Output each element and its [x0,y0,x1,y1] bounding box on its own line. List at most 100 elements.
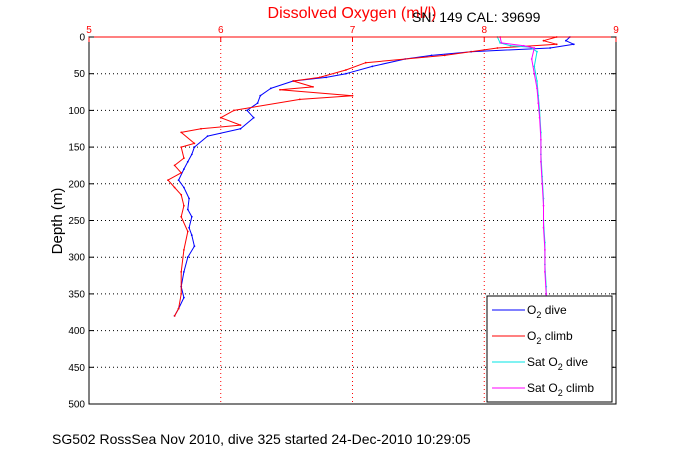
sat-o2-climb-line [499,36,547,302]
data-point [180,146,183,149]
data-point [252,116,255,119]
legend: O2 dive O2 climb Sat O2 dive Sat O2 climb [486,295,613,403]
data-point [183,168,185,171]
data-point [430,54,433,57]
x-tick-label: 8 [481,25,487,36]
data-point [549,47,551,49]
series-layer [167,36,575,317]
y-tick-label: 500 [68,400,85,411]
y-tick-label: 250 [68,216,85,227]
data-point [167,179,169,182]
y-tick-label: 300 [68,253,85,264]
data-point [364,61,367,64]
data-point [206,135,209,138]
data-point [180,131,183,134]
data-point [522,44,525,47]
legend-entry-o2-dive: O2 dive [492,303,567,320]
data-point [509,44,512,47]
data-point [371,65,374,68]
legend-label: O2 dive [527,303,567,320]
data-point [318,76,321,79]
data-point [183,249,185,251]
data-point [239,124,242,126]
x-axis-ticks: 5 6 7 8 9 [86,25,619,42]
data-point [173,315,176,317]
data-point [544,249,546,251]
data-point [193,142,196,145]
data-point [233,109,235,112]
data-point [186,230,189,233]
data-point [173,164,176,167]
y-tick-label: 200 [68,179,85,190]
y-tick-label: 450 [68,363,85,374]
data-point [533,65,536,68]
data-point [183,186,185,189]
data-point [298,98,301,101]
y-tick-label: 400 [68,326,85,337]
data-point [269,87,272,90]
data-point [180,271,183,273]
serial-cal-annotation: SN: 149 CAL: 39699 [412,9,541,25]
data-point [186,160,189,163]
data-point [200,127,202,130]
data-point [259,94,262,97]
sat-o2-dive-line [496,36,547,302]
data-point [180,171,183,174]
data-point [533,72,536,75]
data-point [500,42,503,44]
y-axis-ticks: 0 50 100 150 200 250 300 350 400 450 500 [68,33,616,411]
data-point [565,39,567,42]
data-point [177,179,180,182]
x-tick-label: 9 [613,25,619,36]
data-point [193,146,196,149]
data-point [345,72,347,75]
data-point [183,204,185,207]
data-point [555,43,558,46]
y-tick-label: 0 [79,33,85,44]
data-point [180,215,183,218]
data-point [246,109,249,112]
data-point [180,193,183,196]
data-point [572,43,575,46]
data-point [177,307,180,310]
chart-title: Dissolved Oxygen (ml/l) [268,5,437,22]
data-point [256,102,259,104]
data-point [190,215,193,218]
data-point [541,182,544,185]
data-point [496,47,499,49]
x-tick-label: 7 [350,25,356,36]
data-point [186,208,189,211]
legend-box [486,295,613,403]
data-point [219,116,222,119]
legend-entry-sat-o2-dive: Sat O2 dive [492,355,588,372]
data-point [190,153,193,156]
y-tick-label: 150 [68,143,85,154]
data-point [345,69,347,71]
data-point [312,86,314,88]
x-tick-label: 5 [86,25,92,36]
data-point [188,226,191,229]
data-point [536,80,538,82]
data-point [239,127,242,130]
data-point [190,234,193,237]
data-point [537,102,540,104]
legend-entry-o2-climb: O2 climb [492,329,573,346]
data-point [530,58,533,60]
data-point [325,76,327,79]
data-point [499,42,501,44]
data-point [186,256,189,259]
dive-info-footer: SG502 RossSea Nov 2010, dive 325 started… [52,431,471,447]
data-point [183,271,185,273]
data-point [544,271,546,273]
data-point [292,80,295,82]
y-tick-label: 350 [68,289,85,300]
data-point [533,47,536,49]
data-point [279,88,281,91]
data-point [183,296,185,299]
data-point [183,157,185,160]
y-axis-label: Depth (m) [49,188,66,255]
x-tick-label: 6 [218,25,224,36]
legend-entry-sat-o2-climb: Sat O2 climb [492,381,594,398]
data-point [545,293,548,295]
